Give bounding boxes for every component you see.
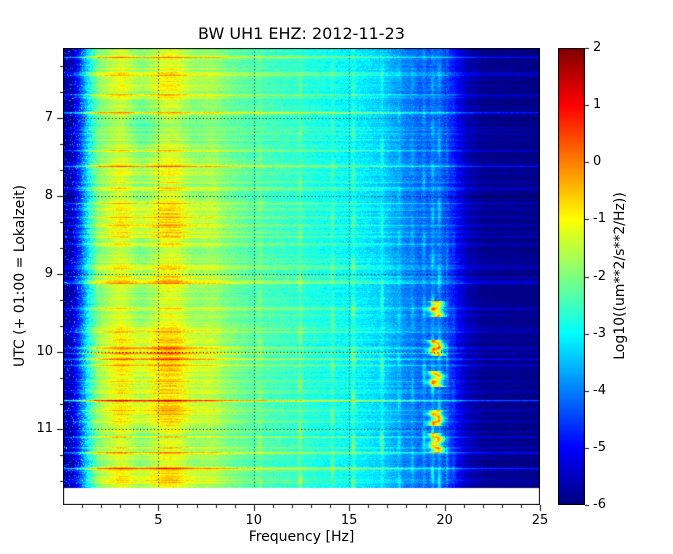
y-tick-label: 11 (36, 421, 53, 437)
x-tick-label: 15 (340, 513, 358, 528)
x-tick-label: 20 (436, 513, 453, 528)
colorbar-tick-label: -6 (593, 497, 606, 512)
y-tick-label: 7 (44, 110, 53, 126)
colorbar-tick-label: -2 (593, 268, 606, 284)
y-tick-label: 8 (44, 187, 53, 203)
colorbar-tick-label: -3 (593, 325, 606, 341)
x-tick-label: 10 (245, 513, 263, 528)
colorbar-label: Log10((um**2/s**2/Hz)) (612, 192, 628, 360)
y-tick-label: 10 (36, 343, 53, 359)
colorbar-tick-label: -1 (593, 211, 606, 227)
x-tick-label: 25 (531, 513, 549, 528)
y-tick-label: 9 (44, 265, 53, 281)
colorbar-tick-label: 0 (593, 154, 602, 170)
x-tick-label: 5 (154, 513, 163, 528)
plot-title: BW UH1 EHZ: 2012-11-23 (198, 24, 405, 43)
x-axis-label: Frequency [Hz] (248, 529, 355, 545)
spectrogram-canvas (63, 48, 540, 505)
colorbar-tick-label: 2 (593, 40, 602, 55)
y-axis-label: UTC (+ 01:00 = Lokalzeit) (12, 184, 28, 368)
colorbar-tick-label: 1 (593, 97, 602, 113)
colorbar-canvas (558, 48, 585, 505)
colorbar-tick-label: -5 (593, 439, 606, 455)
colorbar-tick-label: -4 (593, 382, 606, 398)
